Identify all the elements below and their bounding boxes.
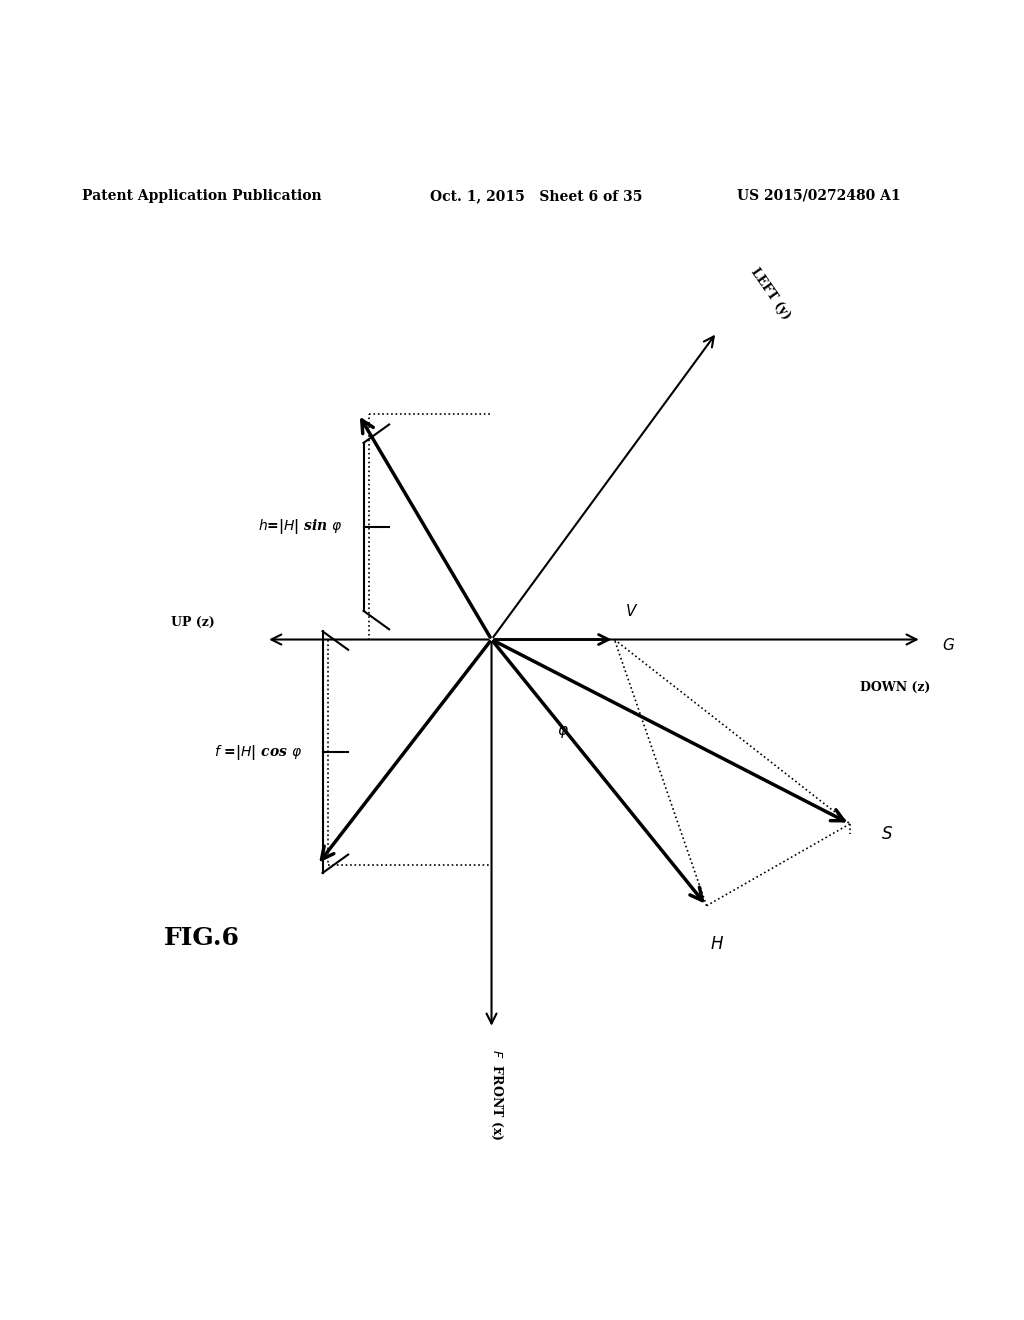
Text: $\varphi$: $\varphi$ <box>557 723 569 739</box>
Text: $f$ =|$H$| cos $\varphi$: $f$ =|$H$| cos $\varphi$ <box>214 743 302 762</box>
Text: US 2015/0272480 A1: US 2015/0272480 A1 <box>737 189 901 203</box>
Text: $F$  FRONT (x): $F$ FRONT (x) <box>489 1049 504 1140</box>
Text: $G$: $G$ <box>942 636 955 652</box>
Text: FIG.6: FIG.6 <box>164 927 240 950</box>
Text: LEFT (y): LEFT (y) <box>748 265 793 322</box>
Text: $h$=|$H$| sin $\varphi$: $h$=|$H$| sin $\varphi$ <box>258 517 343 536</box>
Text: Oct. 1, 2015   Sheet 6 of 35: Oct. 1, 2015 Sheet 6 of 35 <box>430 189 642 203</box>
Text: $S$: $S$ <box>881 825 893 842</box>
Text: UP (z): UP (z) <box>171 616 215 630</box>
Text: Patent Application Publication: Patent Application Publication <box>82 189 322 203</box>
Text: $V$: $V$ <box>625 603 638 619</box>
Text: $H$: $H$ <box>710 936 724 953</box>
Text: DOWN (z): DOWN (z) <box>860 681 931 693</box>
